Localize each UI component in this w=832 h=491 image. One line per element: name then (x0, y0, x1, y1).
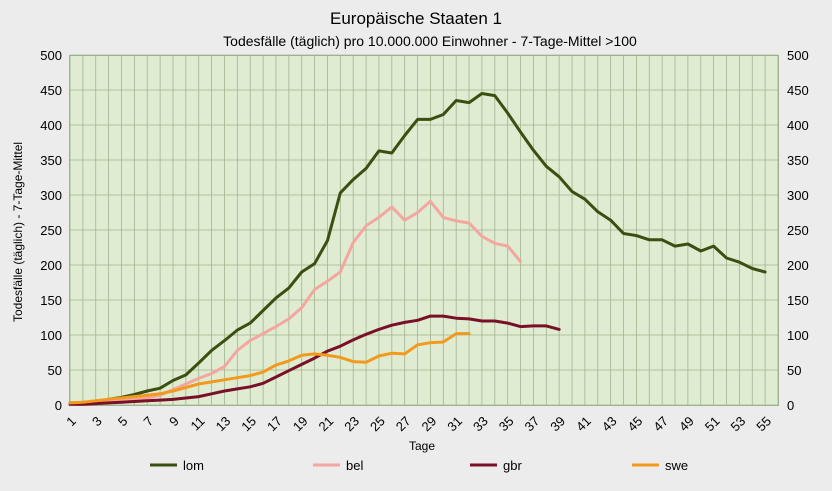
chart-subtitle: Todesfälle (täglich) pro 10.000.000 Einw… (223, 33, 637, 49)
plot-area (69, 55, 779, 406)
legend-label-bel: bel (346, 458, 363, 473)
legend-label-gbr: gbr (503, 458, 522, 473)
series-line-gbr (68, 314, 561, 406)
y-tick-label-left: 450 (40, 83, 62, 98)
legend-label-swe: swe (665, 458, 688, 473)
y-tick-label-left: 0 (55, 398, 62, 413)
y-axis-label: Todesfälle (täglich) - 7-Tage-Mittel (11, 142, 25, 322)
y-tick-label-left: 100 (40, 328, 62, 343)
y-tick-label-right: 400 (787, 118, 809, 133)
y-tick-label-left: 500 (40, 48, 62, 63)
y-tick-label-left: 200 (40, 258, 62, 273)
x-axis-label: Tage (409, 439, 435, 453)
y-axis-left: 0 50 100 150 200 250 300 350 400 450 500 (40, 48, 62, 413)
legend: lom bel gbr swe (150, 458, 688, 473)
y-tick-label-left: 250 (40, 223, 62, 238)
y-tick-label-right: 300 (787, 188, 809, 203)
y-tick-label-right: 500 (787, 48, 809, 63)
y-axis-right: 0 50 100 150 200 250 300 350 400 450 500 (787, 48, 809, 413)
y-tick-label-left: 400 (40, 118, 62, 133)
series-line-swe (68, 332, 471, 405)
y-tick-label-right: 200 (787, 258, 809, 273)
y-tick-label-right: 50 (787, 363, 801, 378)
series-line-bel (68, 199, 522, 406)
y-tick-label-left: 150 (40, 293, 62, 308)
y-tick-label-right: 0 (787, 398, 794, 413)
gridlines (69, 54, 779, 406)
y-tick-label-left: 350 (40, 153, 62, 168)
y-tick-label-left: 300 (40, 188, 62, 203)
legend-label-lom: lom (183, 458, 204, 473)
y-tick-label-left: 50 (48, 363, 62, 378)
y-tick-label-right: 100 (787, 328, 809, 343)
series-lines (68, 92, 767, 406)
series-line-lom (68, 92, 767, 405)
chart-title: Europäische Staaten 1 (330, 9, 502, 28)
y-tick-label-right: 250 (787, 223, 809, 238)
y-tick-label-right: 350 (787, 153, 809, 168)
y-tick-label-right: 150 (787, 293, 809, 308)
y-tick-label-right: 450 (787, 83, 809, 98)
